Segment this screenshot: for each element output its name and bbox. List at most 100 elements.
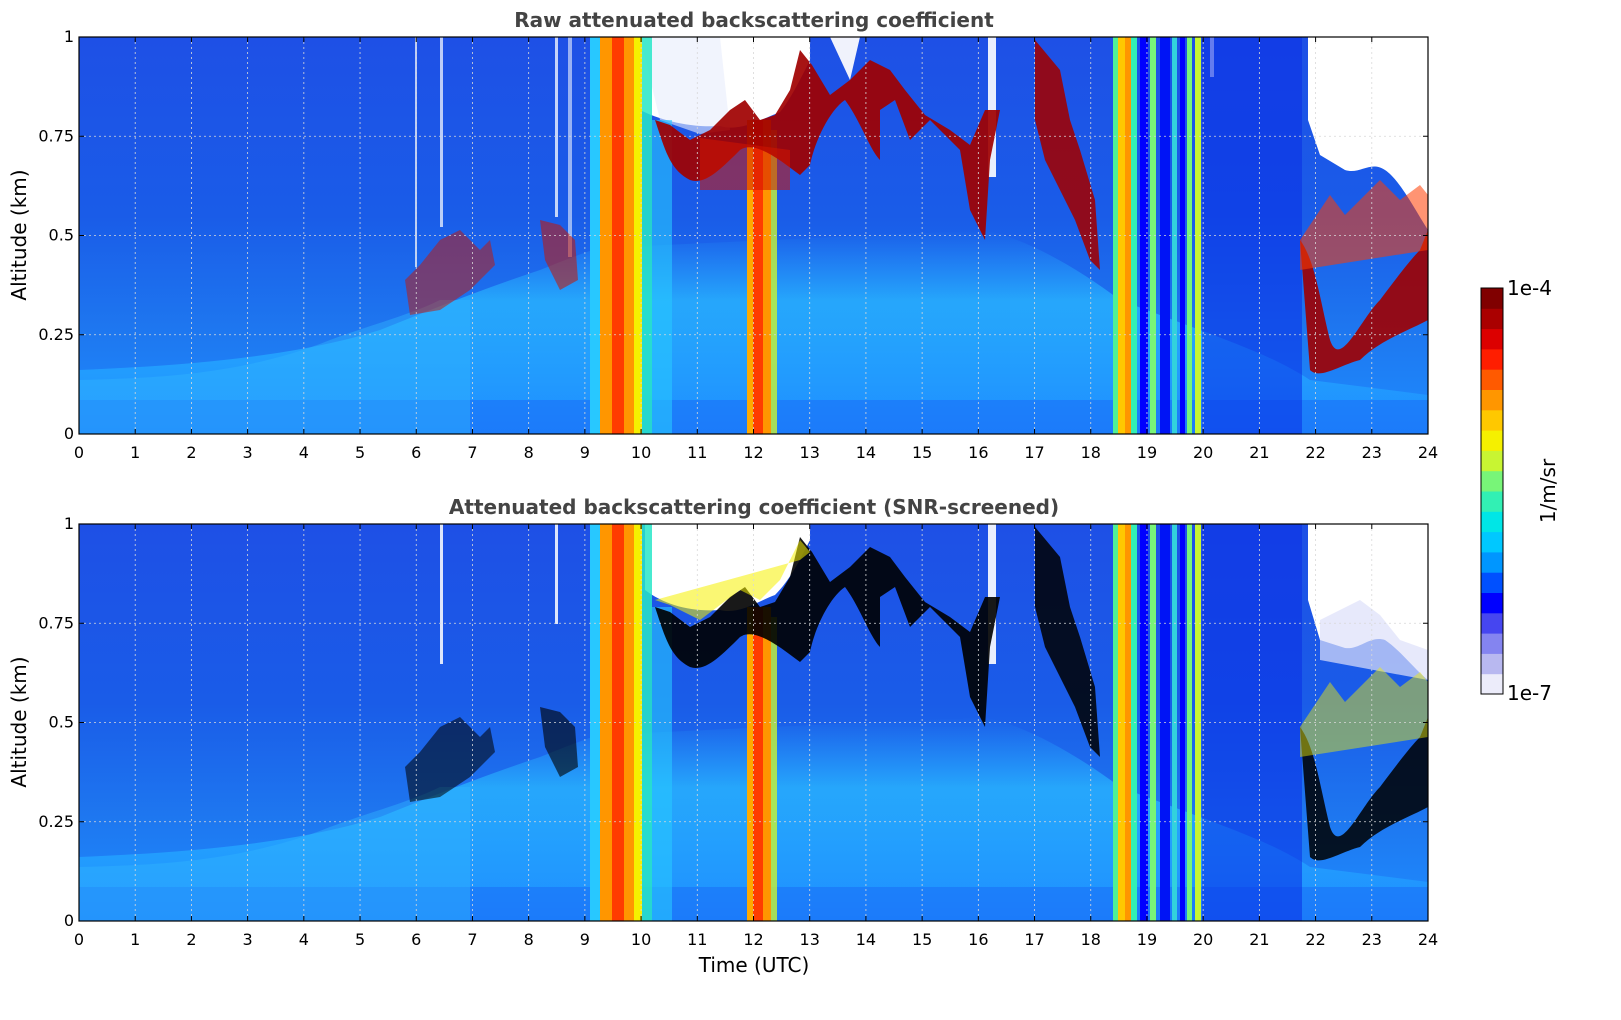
- x-tick-label: 20: [1193, 443, 1213, 462]
- colorbar-step: [1481, 572, 1503, 593]
- y-tick-label: 0.25: [38, 325, 74, 344]
- rain-column: [763, 607, 771, 921]
- rain-column: [1125, 37, 1131, 434]
- x-tick-label: 2: [186, 443, 196, 462]
- x-tick-label: 21: [1249, 930, 1269, 949]
- saturated-cloud: [655, 537, 1000, 727]
- y-ticks: 0 0.25 0.5 0.75 1: [38, 27, 1428, 443]
- colorbar-step: [1481, 612, 1503, 634]
- rain-column: [1150, 524, 1156, 921]
- aerosol-layer: [540, 220, 578, 290]
- x-tick-label: 19: [1137, 443, 1157, 462]
- x-tick-label: 12: [743, 443, 763, 462]
- rain-column: [753, 120, 763, 434]
- x-axis-label: Time (UTC): [698, 953, 810, 977]
- streak: [440, 524, 443, 664]
- colorbar-frame: [1480, 287, 1504, 695]
- cloud-edge: [655, 540, 810, 620]
- colorbar-step: [1481, 491, 1503, 512]
- morning-aerosol: [79, 300, 470, 434]
- noise-region: [988, 37, 996, 177]
- x-tick-label: 5: [355, 443, 365, 462]
- chart-title: Raw attenuated backscattering coefficien…: [514, 8, 994, 32]
- grid: [79, 37, 1428, 434]
- rain-column: [652, 607, 672, 921]
- x-tick-label: 4: [299, 930, 309, 949]
- rain-column: [612, 524, 624, 921]
- chart-title: Attenuated backscattering coefficient (S…: [449, 495, 1059, 519]
- noise-region: [640, 37, 730, 134]
- x-tick-label: 17: [1024, 443, 1044, 462]
- colorbar-max-label: 1e-4: [1507, 276, 1552, 300]
- x-tick-label: 17: [1024, 930, 1044, 949]
- x-tick-label: 21: [1249, 443, 1269, 462]
- cloud-edge: [1300, 180, 1428, 270]
- colorbar-step: [1481, 673, 1503, 695]
- x-tick-label: 3: [243, 443, 253, 462]
- rain-column: [747, 607, 753, 921]
- x-tick-label: 15: [912, 930, 932, 949]
- snr-screened-panel: Attenuated backscattering coefficient (S…: [7, 495, 1438, 977]
- rain-column: [1125, 524, 1131, 921]
- y-tick-label: 0: [64, 911, 74, 930]
- colorbar-steps: [1481, 288, 1503, 695]
- dark-gap: [1202, 524, 1302, 921]
- streak: [440, 37, 443, 227]
- morning-aerosol: [79, 787, 470, 921]
- y-axis-label: Altitude (km): [7, 169, 31, 300]
- y-tick-label: 0.75: [38, 126, 74, 145]
- x-tick-label: 24: [1418, 930, 1438, 949]
- screened-region: [1320, 600, 1428, 680]
- colorbar-step: [1481, 288, 1503, 309]
- y-axis-label: Altitude (km): [7, 656, 31, 787]
- rain-column: [1150, 37, 1156, 434]
- colorbar-step: [1481, 348, 1503, 370]
- rain-column: [771, 130, 777, 434]
- x-tick-label: 8: [524, 443, 534, 462]
- x-tick-label: 6: [411, 930, 421, 949]
- rain-column: [642, 37, 652, 434]
- x-tick-label: 11: [687, 443, 707, 462]
- x-tick-label: 15: [912, 443, 932, 462]
- x-tick-label: 4: [299, 443, 309, 462]
- streak: [555, 37, 558, 217]
- y-ticks: 0 0.25 0.5 0.75 1: [38, 514, 1428, 930]
- x-tick-label: 10: [631, 443, 651, 462]
- colorbar: 1e-4 1e-7 1/m/sr: [1480, 276, 1560, 705]
- x-tick-label: 7: [467, 443, 477, 462]
- cloud-edge: [1300, 667, 1428, 757]
- x-tick-label: 16: [968, 443, 988, 462]
- colorbar-step: [1481, 531, 1503, 553]
- x-tick-label: 11: [687, 930, 707, 949]
- x-tick-label: 5: [355, 930, 365, 949]
- y-tick-label: 0.25: [38, 812, 74, 831]
- aerosol-layer: [405, 230, 495, 315]
- colorbar-step: [1481, 369, 1503, 390]
- colorbar-step: [1481, 430, 1503, 451]
- x-tick-label: 13: [800, 930, 820, 949]
- rain-column: [1195, 524, 1201, 921]
- rain-column: [642, 524, 652, 921]
- saturated-cloud: [1300, 717, 1428, 861]
- x-tick-label: 22: [1305, 443, 1325, 462]
- aerosol-layer: [540, 707, 578, 777]
- y-tick-label: 0.75: [38, 613, 74, 632]
- rain-column: [612, 37, 624, 434]
- x-ticks: 0 1 2 3 4 5 6 7 8 9 10 11 12 13 14 15 16 17 18 19 20 21 22 23 24: [74, 37, 1438, 462]
- rain-column: [747, 120, 753, 434]
- y-tick-label: 1: [64, 514, 74, 533]
- x-tick-label: 18: [1081, 930, 1101, 949]
- grid: [79, 524, 1428, 921]
- rain-column: [753, 607, 763, 921]
- y-tick-label: 0: [64, 424, 74, 443]
- x-tick-label: 12: [743, 930, 763, 949]
- x-tick-label: 18: [1081, 443, 1101, 462]
- y-tick-label: 0.5: [49, 226, 74, 245]
- streak: [555, 524, 558, 624]
- colorbar-unit-label: 1/m/sr: [1536, 458, 1560, 523]
- x-tick-label: 2: [186, 930, 196, 949]
- rain-column: [634, 524, 642, 921]
- rain-column: [1195, 37, 1201, 434]
- x-tick-label: 8: [524, 930, 534, 949]
